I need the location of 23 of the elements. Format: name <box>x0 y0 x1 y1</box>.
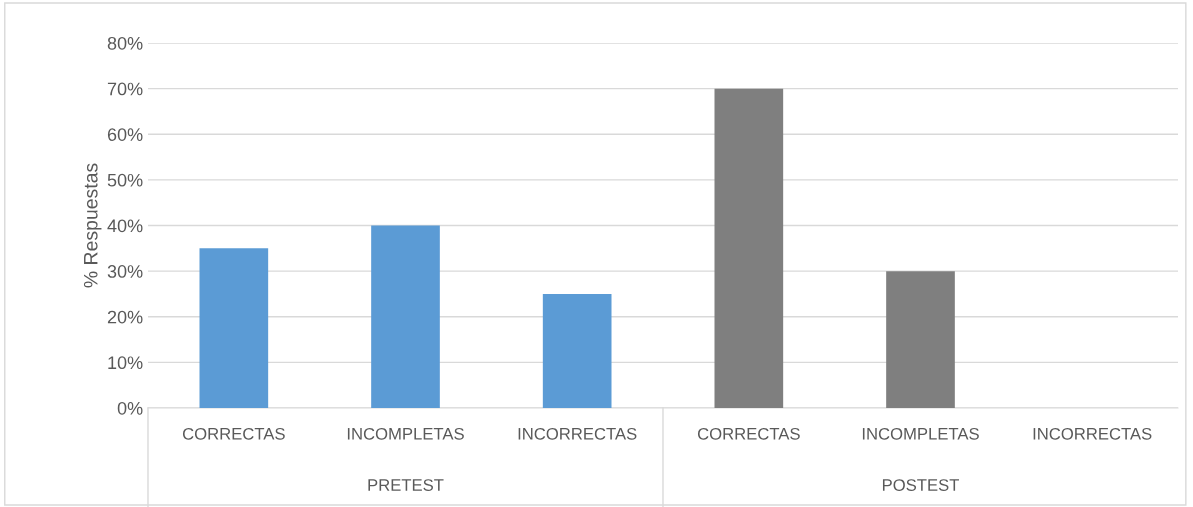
text: POSTEST <box>882 479 960 491</box>
y-tick-label: 60% <box>107 128 143 141</box>
bar <box>714 88 784 408</box>
y-tick-label: 30% <box>107 265 143 278</box>
y-tick-label: 70% <box>107 82 143 96</box>
x-tick-label: INCORRECTAS <box>1033 427 1152 440</box>
y-tick-label: 20% <box>107 310 143 324</box>
text: PRETEST <box>368 479 444 491</box>
y-tick-label: 10% <box>108 356 143 370</box>
x-tick-label: CORRECTAS <box>697 427 800 440</box>
bar <box>542 293 612 408</box>
x-tick-label: CORRECTAS <box>182 427 285 440</box>
bar <box>371 225 440 408</box>
x-tick-label: INCOMPLETAS <box>862 427 979 440</box>
x-tick-label: INCORRECTAS <box>518 427 637 440</box>
y-axis-title: % Respuestas <box>83 163 102 288</box>
bar <box>199 248 269 408</box>
bar <box>886 271 955 408</box>
y-tick-label: 0% <box>117 401 143 415</box>
y-tick-label: 80% <box>107 36 143 50</box>
x-tick-label: INCOMPLETAS <box>347 427 464 440</box>
y-tick-label: 50% <box>107 173 143 187</box>
y-tick-label: 40% <box>107 219 143 233</box>
